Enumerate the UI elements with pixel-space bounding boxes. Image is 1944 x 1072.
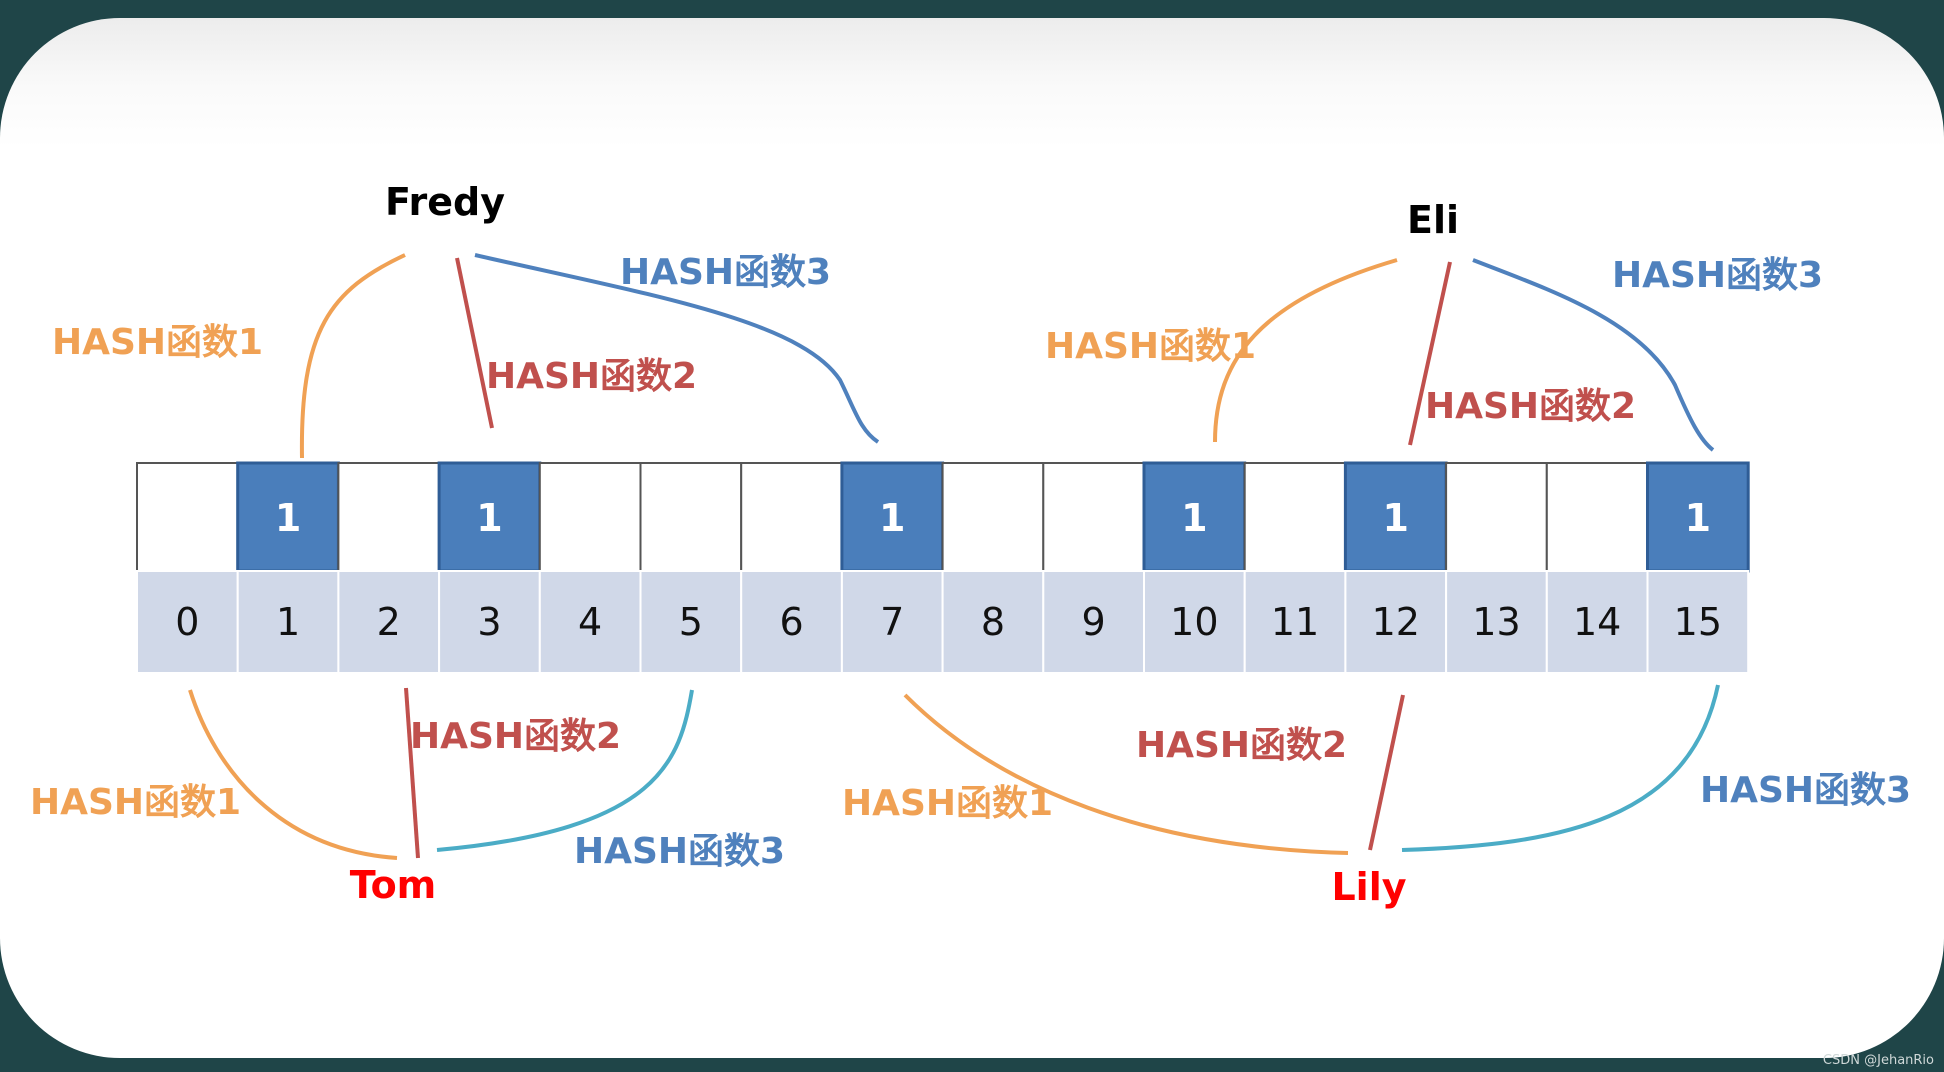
tom-hash2-line <box>404 687 420 859</box>
index-cell-12 <box>1344 570 1448 674</box>
bit-array: 1 1 1 1 1 1 <box>136 461 1750 573</box>
index-cell-9 <box>1042 570 1146 674</box>
fredy-hash2-label: HASH函数2 <box>486 356 697 397</box>
element-fredy: Fredy <box>385 180 505 224</box>
index-cell-7 <box>840 570 944 674</box>
tom-hash3-label: HASH函数3 <box>574 831 785 872</box>
bit-value-3: 1 <box>476 496 502 540</box>
bit-cell-1 <box>236 461 340 573</box>
element-eli: Eli <box>1407 198 1459 242</box>
index-cell-2 <box>337 570 441 674</box>
index-label-8: 8 <box>981 600 1005 644</box>
index-cell-14 <box>1545 570 1649 674</box>
index-cell-10 <box>1143 570 1246 674</box>
bit-cell-11 <box>1243 462 1347 572</box>
eli-hash2-label: HASH函数2 <box>1425 386 1636 427</box>
index-row: 0 1 2 3 4 5 6 7 8 9 10 11 12 13 14 15 <box>136 570 1750 674</box>
lily-hash2-line <box>1368 694 1405 851</box>
index-label-12: 12 <box>1372 600 1420 644</box>
bit-cell-13 <box>1445 462 1548 572</box>
index-cell-13 <box>1445 570 1548 674</box>
eli-hash3-label: HASH函数3 <box>1612 255 1823 296</box>
bit-value-1: 1 <box>275 496 301 540</box>
bit-cell-5 <box>639 462 743 572</box>
lily-hash1-curve <box>903 693 1349 855</box>
eli-hash2-line <box>1408 261 1452 446</box>
index-label-9: 9 <box>1082 600 1106 644</box>
tom-hash3-curve <box>436 689 694 852</box>
eli-hash3-curve <box>1472 258 1715 452</box>
index-label-3: 3 <box>477 600 501 644</box>
index-label-11: 11 <box>1271 600 1319 644</box>
index-label-13: 13 <box>1472 600 1520 644</box>
index-label-1: 1 <box>276 600 300 644</box>
index-cell-6 <box>740 570 843 674</box>
index-label-4: 4 <box>578 600 602 644</box>
bit-cell-6 <box>740 462 843 572</box>
lily-hash2-label: HASH函数2 <box>1136 725 1347 766</box>
element-lily: Lily <box>1331 865 1406 909</box>
fredy-hash1-label: HASH函数1 <box>52 322 263 363</box>
index-label-6: 6 <box>779 600 803 644</box>
eli-hash1-label: HASH函数1 <box>1045 326 1256 367</box>
watermark: CSDN @JehanRio <box>1822 1053 1934 1068</box>
index-cell-3 <box>438 570 541 674</box>
index-label-2: 2 <box>377 600 401 644</box>
index-cell-11 <box>1243 570 1347 674</box>
fredy-hash2-line <box>455 257 494 429</box>
index-cell-15 <box>1646 570 1750 674</box>
bit-value-10: 1 <box>1181 496 1207 540</box>
index-label-5: 5 <box>679 600 703 644</box>
fredy-hash3-label: HASH函数3 <box>620 252 831 293</box>
lily-hash3-curve <box>1401 684 1720 852</box>
tom-hash1-label: HASH函数1 <box>30 782 241 823</box>
fredy-hash3-curve <box>474 253 880 444</box>
lily-hash3-label: HASH函数3 <box>1700 770 1911 811</box>
bit-cell-14 <box>1545 462 1649 572</box>
tom-hash2-label: HASH函数2 <box>410 716 621 757</box>
bit-value-15: 1 <box>1685 496 1711 540</box>
element-tom: Tom <box>350 863 437 907</box>
fredy-hash1-curve <box>299 253 406 459</box>
index-cell-5 <box>639 570 743 674</box>
index-label-14: 14 <box>1573 600 1621 644</box>
bit-cell-0 <box>136 462 239 572</box>
bit-value-12: 1 <box>1383 496 1409 540</box>
index-label-15: 15 <box>1674 600 1722 644</box>
bit-cell-8 <box>941 462 1045 572</box>
index-label-0: 0 <box>175 600 199 644</box>
bit-cell-15 <box>1646 461 1750 573</box>
bit-cell-9 <box>1042 462 1146 572</box>
bit-cell-4 <box>538 462 642 572</box>
eli-hash1-curve <box>1213 258 1398 443</box>
lily-hash1-label: HASH函数1 <box>842 783 1053 824</box>
index-label-7: 7 <box>880 600 904 644</box>
index-cell-1 <box>236 570 340 674</box>
index-cell-0 <box>136 570 239 674</box>
index-label-10: 10 <box>1170 600 1218 644</box>
bit-cell-3 <box>437 461 542 573</box>
bit-value-7: 1 <box>879 496 905 540</box>
tom-hash1-curve <box>188 689 398 860</box>
bit-cell-2 <box>337 462 441 572</box>
